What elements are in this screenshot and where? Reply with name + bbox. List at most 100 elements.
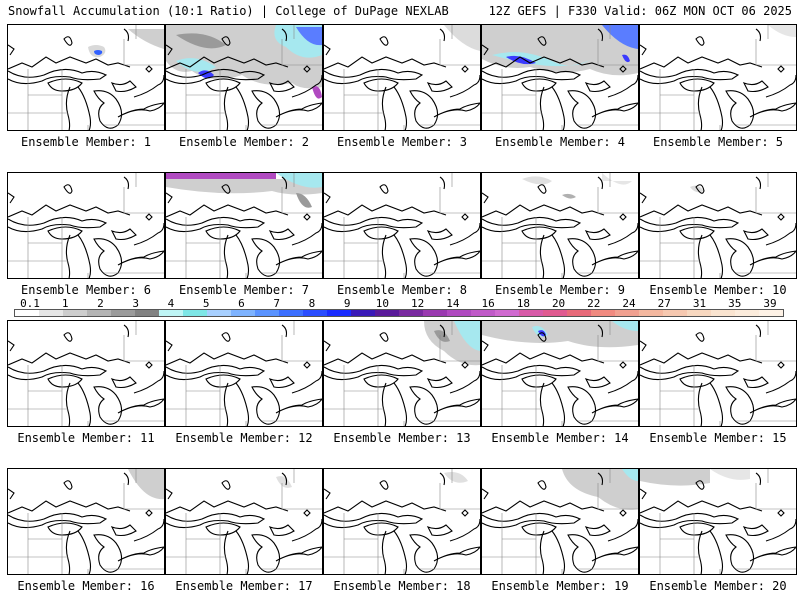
snowfall-shading [522,176,552,185]
legend-tick-label: 8 [308,297,316,310]
great-lakes-map [8,469,164,574]
ensemble-map-panel [323,24,481,131]
legend-color-swatch [471,310,495,316]
legend-tick-label: 1 [61,297,69,310]
great-lakes-map [166,25,322,130]
snowfall-shading [312,86,322,99]
legend-tick-label: 27 [657,297,671,310]
ensemble-member-label: Ensemble Member: 1 [20,135,152,149]
snowfall-shading [296,27,322,46]
great-lakes-map [640,25,796,130]
legend-color-swatch [279,310,303,316]
ensemble-member-label: Ensemble Member: 20 [649,579,787,593]
legend-color-swatch [207,310,231,316]
great-lakes-map [166,173,322,278]
ensemble-member-label: Ensemble Member: 8 [336,283,468,297]
snowfall-shading [562,193,576,199]
model-run-info: 12Z GEFS | F330 Valid: 06Z MON OCT 06 20… [488,4,792,18]
ensemble-member-label: Ensemble Member: 7 [178,283,310,297]
ensemble-member-label: Ensemble Member: 19 [491,579,629,593]
legend-color-swatch [111,310,135,316]
legend-color-swatch [255,310,279,316]
great-lakes-map [640,469,796,574]
great-lakes-map [166,321,322,426]
great-lakes-map [324,469,480,574]
snowfall-shading [276,476,292,488]
snowfall-shading [622,469,638,481]
ensemble-member-label: Ensemble Member: 18 [333,579,471,593]
legend-tick-label: 4 [167,297,175,310]
legend-color-swatch [159,310,183,316]
legend-color-swatch [39,310,63,316]
legend-color-swatch [639,310,663,316]
legend-color-swatch [135,310,159,316]
snowfall-shading [176,33,226,49]
legend-tick-label: 6 [238,297,245,310]
ensemble-member-label: Ensemble Member: 13 [333,431,471,445]
legend-tick-label: 24 [622,297,636,310]
great-lakes-map [324,25,480,130]
snowfall-shading [94,50,103,55]
snowfall-shading [276,173,322,188]
legend-tick-label: 5 [202,297,210,310]
great-lakes-map [482,321,638,426]
legend-color-swatch [711,310,735,316]
snowfall-shading [622,54,630,63]
legend-color-swatch [375,310,399,316]
snowfall-shading [128,29,164,49]
legend-color-swatch [87,310,111,316]
legend-tick-label: 14 [446,297,460,310]
great-lakes-map [166,469,322,574]
snowfall-shading [492,52,592,67]
legend-tick-label: 39 [763,297,777,310]
legend-color-swatch [495,310,519,316]
great-lakes-map [8,321,164,426]
ensemble-map-panel [481,468,639,575]
snowfall-shading [482,321,638,348]
snowfall-shading [768,25,796,37]
ensemble-member-label: Ensemble Member: 6 [20,283,152,297]
legend-color-swatch [663,310,687,316]
great-lakes-map [324,173,480,278]
snowfall-shading [602,25,638,49]
ensemble-map-panel [165,24,323,131]
legend-tick-label: 22 [587,297,601,310]
snowfall-shading [198,70,214,79]
legend-tick-label: 3 [132,297,140,310]
legend-tick-label: 10 [375,297,389,310]
legend-color-swatch [231,310,255,316]
snowfall-shading [612,321,638,331]
legend-color-swatch [399,310,423,316]
great-lakes-map [8,25,164,130]
legend-tick-label: 9 [343,297,351,310]
ensemble-map-panel [481,320,639,427]
snowfall-shading [454,321,480,351]
legend-color-swatch [615,310,639,316]
ensemble-member-label: Ensemble Member: 17 [175,579,313,593]
legend-color-swatch [519,310,543,316]
snowfall-shading [296,193,312,208]
legend-color-swatch [759,310,783,316]
legend-tick-label: 0.1 [20,297,40,310]
snowfall-shading [166,179,322,195]
ensemble-map-panel [639,172,797,279]
legend-color-swatch [15,310,39,316]
legend-tick-label: 7 [273,297,280,310]
legend-color-swatch [543,310,567,316]
ensemble-member-label: Ensemble Member: 16 [17,579,155,593]
ensemble-map-panel [639,468,797,575]
legend-tick-label: 18 [516,297,530,310]
legend-color-swatch [183,310,207,316]
ensemble-map-panel [639,320,797,427]
snowfall-shading [434,330,450,342]
snowfall-shading [176,58,216,72]
snowfall-shading [444,25,480,51]
legend-color-swatch [447,310,471,316]
legend-labels: 0.1 1 2 3 4 5 6 7 8 9 10 12 14 16 18 20 22 24 27 31 35 39 [8,297,785,310]
ensemble-member-label: Ensemble Member: 3 [336,135,468,149]
legend-color-swatch [351,310,375,316]
great-lakes-map [482,25,638,130]
great-lakes-map [482,469,638,574]
great-lakes-map [482,173,638,278]
legend-color-swatch [303,310,327,316]
